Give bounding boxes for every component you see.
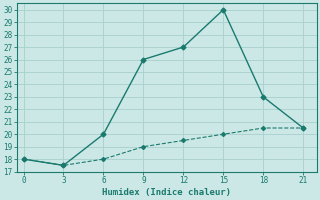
X-axis label: Humidex (Indice chaleur): Humidex (Indice chaleur) [102,188,231,197]
